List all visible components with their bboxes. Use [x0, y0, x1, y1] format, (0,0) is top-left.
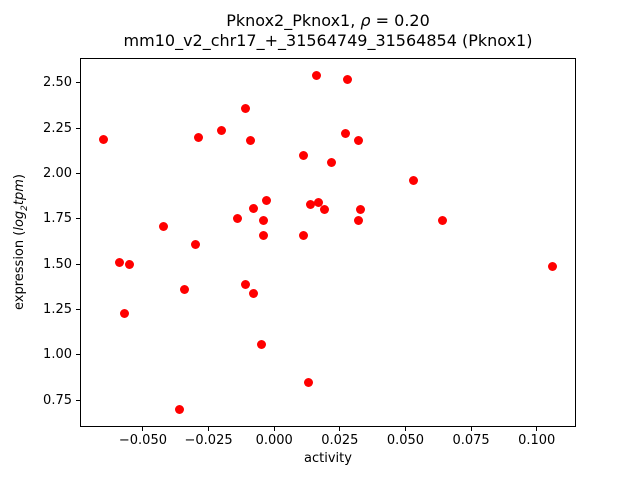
scatter-point	[248, 288, 258, 298]
y-axis-tick	[76, 82, 81, 84]
plot-title-block: Pknox2_Pknox1, ρ = 0.20 mm10_v2_chr17_+_…	[80, 11, 576, 51]
scatter-point	[259, 216, 269, 226]
y-axis-tick	[76, 309, 81, 311]
scatter-point	[327, 158, 337, 168]
scatter-point	[180, 285, 190, 295]
y-axis-tick	[76, 399, 81, 401]
scatter-point	[356, 205, 366, 215]
scatter-point	[340, 129, 350, 139]
x-axis-tick	[536, 426, 538, 431]
plot-title: Pknox2_Pknox1, ρ = 0.20	[80, 11, 576, 31]
x-axis-tick	[339, 426, 341, 431]
plot-area: −0.050 −0.025 0.000 0.025 0.050 0.075 0.100 0.7…	[43, 58, 576, 448]
ylabel-log-base: 2	[19, 205, 30, 211]
y-axis-tick-label: 0.75	[43, 392, 72, 408]
y-axis-tick	[76, 354, 81, 356]
x-axis-tick	[273, 426, 275, 431]
scatter-point	[547, 261, 557, 271]
scatter-point	[353, 216, 363, 226]
scatter-point	[319, 205, 329, 215]
scatter-point	[353, 136, 363, 146]
x-axis-label: activity	[304, 451, 352, 466]
scatter-point	[256, 339, 266, 349]
x-axis-tick-label: 0.000	[255, 433, 293, 448]
title-rho-symbol: ρ	[360, 11, 371, 30]
scatter-point	[217, 125, 227, 135]
y-axis-tick-label: 1.50	[43, 256, 72, 272]
scatter-point	[303, 377, 313, 387]
scatter-point	[232, 214, 242, 224]
title-rho-value: = 0.20	[370, 11, 430, 30]
scatter-point	[261, 196, 271, 206]
x-axis-tick-label: 0.075	[452, 433, 490, 448]
y-axis-tick-label: 1.00	[43, 347, 72, 363]
scatter-point	[175, 404, 185, 414]
x-axis-tick	[470, 426, 472, 431]
scatter-point	[248, 203, 258, 213]
scatter-point	[259, 230, 269, 240]
plot-subtitle: mm10_v2_chr17_+_31564749_31564854 (Pknox…	[123, 31, 533, 50]
y-axis-tick-label: 2.00	[43, 166, 72, 182]
y-axis-label: expression (log2tpm)	[12, 174, 30, 310]
ylabel-tpm: tpm	[12, 179, 28, 206]
scatter-point	[99, 134, 109, 144]
scatter-point	[240, 103, 250, 113]
y-axis-tick-label: 1.25	[43, 302, 72, 318]
y-axis-tick	[76, 218, 81, 220]
y-axis-tick	[76, 263, 81, 265]
y-axis-tick	[76, 127, 81, 129]
scatter-point	[190, 239, 200, 249]
x-axis-tick-label: 0.025	[321, 433, 359, 448]
y-axis-tick-label: 2.25	[43, 120, 72, 136]
scatter-point	[159, 221, 169, 231]
scatter-point	[114, 257, 124, 267]
scatter-point	[246, 136, 256, 146]
x-axis-tick-label: 0.100	[518, 433, 556, 448]
scatter-point	[298, 150, 308, 160]
scatter-point	[408, 176, 418, 186]
x-axis-tick	[208, 426, 210, 431]
x-axis-tick-label: −0.050	[118, 433, 167, 448]
scatter-point	[193, 132, 203, 142]
scatter-point	[298, 230, 308, 240]
scatter-point	[314, 198, 324, 208]
title-gene-pair: Pknox2_Pknox1,	[226, 11, 361, 30]
y-axis-tick	[76, 173, 81, 175]
scatter-point	[120, 308, 130, 318]
scatter-point	[125, 259, 135, 269]
x-axis-tick	[142, 426, 144, 431]
scatter-point	[343, 74, 353, 84]
x-axis-tick-label: −0.025	[184, 433, 233, 448]
y-axis-tick-label: 2.50	[43, 75, 72, 91]
scatter-point	[306, 199, 316, 209]
scatter-point	[240, 279, 250, 289]
y-axis-tick-label: 1.75	[43, 211, 72, 227]
scatter-point	[437, 216, 447, 226]
x-axis-tick-label: 0.050	[386, 433, 425, 448]
scatter-point	[311, 71, 321, 81]
x-axis-tick	[404, 426, 406, 431]
